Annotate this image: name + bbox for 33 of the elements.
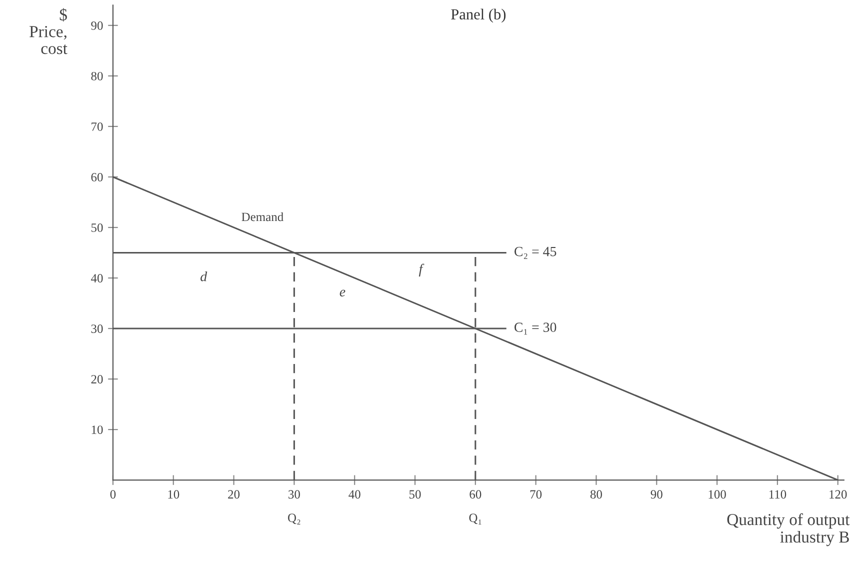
annotation: d	[200, 271, 208, 282]
series-label: C₁ = 30	[514, 322, 556, 335]
x-tick-label: 20	[228, 490, 240, 499]
y-tick-label: 20	[91, 375, 103, 384]
x-tick-label: 10	[168, 490, 180, 499]
y-tick-label: 10	[92, 426, 103, 434]
y-tick-label: 70	[92, 122, 103, 131]
x-tick-label: 100	[708, 490, 726, 499]
x-tick-label: 30	[288, 490, 300, 499]
y-tick-label: 30	[91, 324, 103, 333]
x-tick-label: 60	[470, 490, 482, 499]
y-tick-label: 50	[91, 223, 103, 232]
annotation: Q₂	[288, 514, 300, 525]
x-tick-label: 70	[530, 490, 542, 499]
x-axis-title: Quantity of output industry B	[727, 513, 850, 546]
y-tick-label: 60	[91, 172, 103, 182]
x-tick-label: 40	[348, 490, 360, 499]
y-tick-label: 90	[91, 21, 103, 30]
annotation: f	[418, 264, 424, 277]
y-axis-title: $ Price, cost	[30, 8, 68, 54]
x-tick-label: 0	[110, 490, 116, 499]
annotation: Q₁	[469, 514, 482, 524]
x-tick-label: 50	[409, 490, 421, 499]
x-tick-label: 80	[590, 490, 602, 499]
x-tick-label: 110	[769, 490, 786, 499]
y-tick-label: 40	[90, 274, 103, 282]
x-tick-label: 90	[650, 490, 662, 499]
y-tick-label: 80	[91, 72, 103, 80]
annotation: e	[340, 290, 346, 296]
series-label: C₂ = 45	[514, 246, 556, 259]
x-tick-label: 120	[830, 490, 847, 499]
series-label: Demand	[242, 212, 284, 222]
chart-title: Panel (b)	[451, 8, 506, 23]
